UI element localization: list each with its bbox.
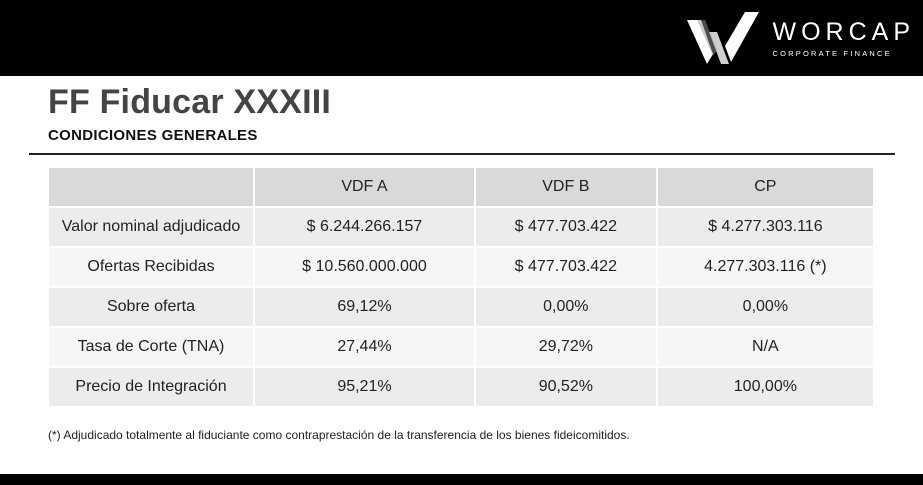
header-cell-vdf-a: VDF A xyxy=(255,168,474,206)
header-cell-cp: CP xyxy=(657,168,873,206)
table-cell: $ 477.703.422 xyxy=(475,208,656,246)
table-cell: $ 10.560.000.000 xyxy=(255,248,474,286)
header-cell-vdf-b: VDF B xyxy=(475,168,656,206)
table-cell: $ 477.703.422 xyxy=(475,248,656,286)
table-cell: $ 6.244.266.157 xyxy=(255,208,474,246)
table-row: Sobre oferta 69,12% 0,00% 0,00% xyxy=(49,288,873,326)
footnote: (*) Adjudicado totalmente al fiduciante … xyxy=(48,428,630,442)
table-row: Precio de Integración 95,21% 90,52% 100,… xyxy=(49,368,873,406)
table-cell: 95,21% xyxy=(255,368,474,406)
conditions-table: VDF A VDF B CP Valor nominal adjudicado … xyxy=(47,166,875,408)
table-cell: 29,72% xyxy=(475,328,656,366)
row-label: Valor nominal adjudicado xyxy=(49,208,253,246)
table-header-row: VDF A VDF B CP xyxy=(49,168,873,206)
page-title: FF Fiducar XXXIII xyxy=(48,83,332,121)
row-label: Ofertas Recibidas xyxy=(49,248,253,286)
table-cell: 100,00% xyxy=(657,368,873,406)
table-row: Ofertas Recibidas $ 10.560.000.000 $ 477… xyxy=(49,248,873,286)
table-cell: $ 4.277.303.116 xyxy=(657,208,873,246)
table-row: Tasa de Corte (TNA) 27,44% 29,72% N/A xyxy=(49,328,873,366)
row-label: Sobre oferta xyxy=(49,288,253,326)
header-cell-empty xyxy=(49,168,253,206)
bottom-banner xyxy=(0,474,923,485)
table-cell: 0,00% xyxy=(475,288,656,326)
table-cell: 4.277.303.116 (*) xyxy=(657,248,873,286)
row-label: Precio de Integración xyxy=(49,368,253,406)
table-cell: 90,52% xyxy=(475,368,656,406)
worcap-w-logo-icon xyxy=(686,12,759,64)
top-banner: WORCAP CORPORATE FINANCE xyxy=(0,0,923,76)
section-subtitle: CONDICIONES GENERALES xyxy=(48,127,258,144)
title-divider xyxy=(29,153,895,155)
table-cell: 0,00% xyxy=(657,288,873,326)
brand-tagline: CORPORATE FINANCE xyxy=(772,48,892,58)
table-row: Valor nominal adjudicado $ 6.244.266.157… xyxy=(49,208,873,246)
table-cell: 69,12% xyxy=(255,288,474,326)
brand-name: WORCAP xyxy=(772,17,915,46)
table-cell: 27,44% xyxy=(255,328,474,366)
table-cell: N/A xyxy=(657,328,873,366)
worcap-logo: WORCAP CORPORATE FINANCE xyxy=(686,8,916,68)
row-label: Tasa de Corte (TNA) xyxy=(49,328,253,366)
